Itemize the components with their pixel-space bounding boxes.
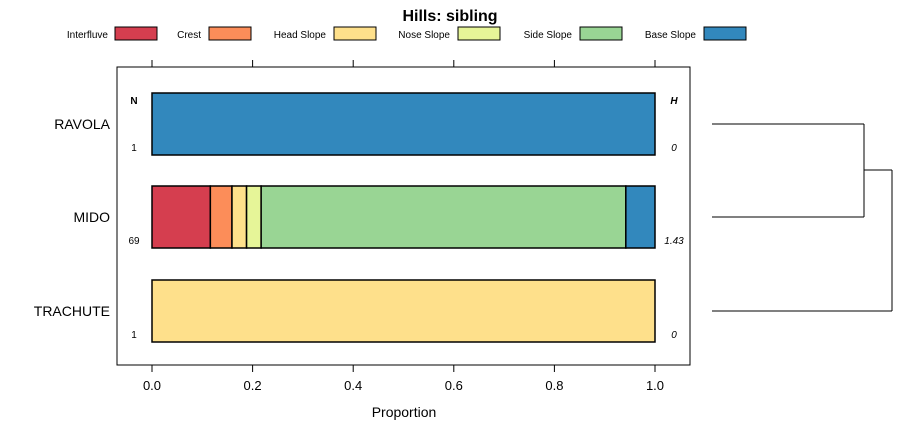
x-tick-label: 0.6 [445,378,463,393]
legend-label: Head Slope [274,30,327,41]
x-tick-label: 0.8 [545,378,563,393]
x-axis-label: Proportion [372,404,437,420]
legend-swatch [579,26,623,41]
bar-segment [231,185,248,249]
x-tick-label: 0.0 [143,378,161,393]
dendrogram [712,123,893,312]
category-label: TRACHUTE [34,303,110,319]
n-value: 69 [128,236,140,247]
legend-swatch [703,26,747,41]
h-value: 0 [671,143,677,154]
x-tick-label: 0.4 [344,378,362,393]
n-value: 1 [131,143,137,154]
bar-segment [151,279,656,343]
legend-swatch [114,26,158,41]
n-value: 1 [131,330,137,341]
bar-segment [209,185,233,249]
x-axis: 0.0 0.2 0.4 0.6 0.8 1.0 [143,60,664,393]
legend-swatch [208,26,252,41]
legend-label: Nose Slope [398,30,450,41]
h-value: 1.43 [664,236,684,247]
x-tick-label: 0.2 [244,378,262,393]
legend-swatch [333,26,377,41]
x-tick-label: 1.0 [646,378,664,393]
bar-segment [260,185,627,249]
chart-title: Hills: sibling [402,8,497,25]
legend-swatch [457,26,501,41]
bar-segment [151,185,212,249]
legend-label: Crest [177,30,201,41]
category-label: RAVOLA [54,116,110,132]
h-value: 0 [671,330,677,341]
bars-layer: RAVOLA 1 0 MIDO 69 1.43 TRACHUTE 1 0 [34,92,684,343]
legend-label: Interfluve [67,30,109,41]
bar-segment [625,185,656,249]
category-label: MIDO [73,209,110,225]
bar-segment [151,92,656,156]
bar-segment [245,185,262,249]
h-column-header: H [670,96,678,107]
n-column-header: N [130,96,137,107]
legend-label: Base Slope [645,30,697,41]
legend: Interfluve Crest Head Slope Nose Slope Side … [67,26,747,41]
plot-panel [116,66,691,366]
legend-label: Side Slope [524,30,573,41]
